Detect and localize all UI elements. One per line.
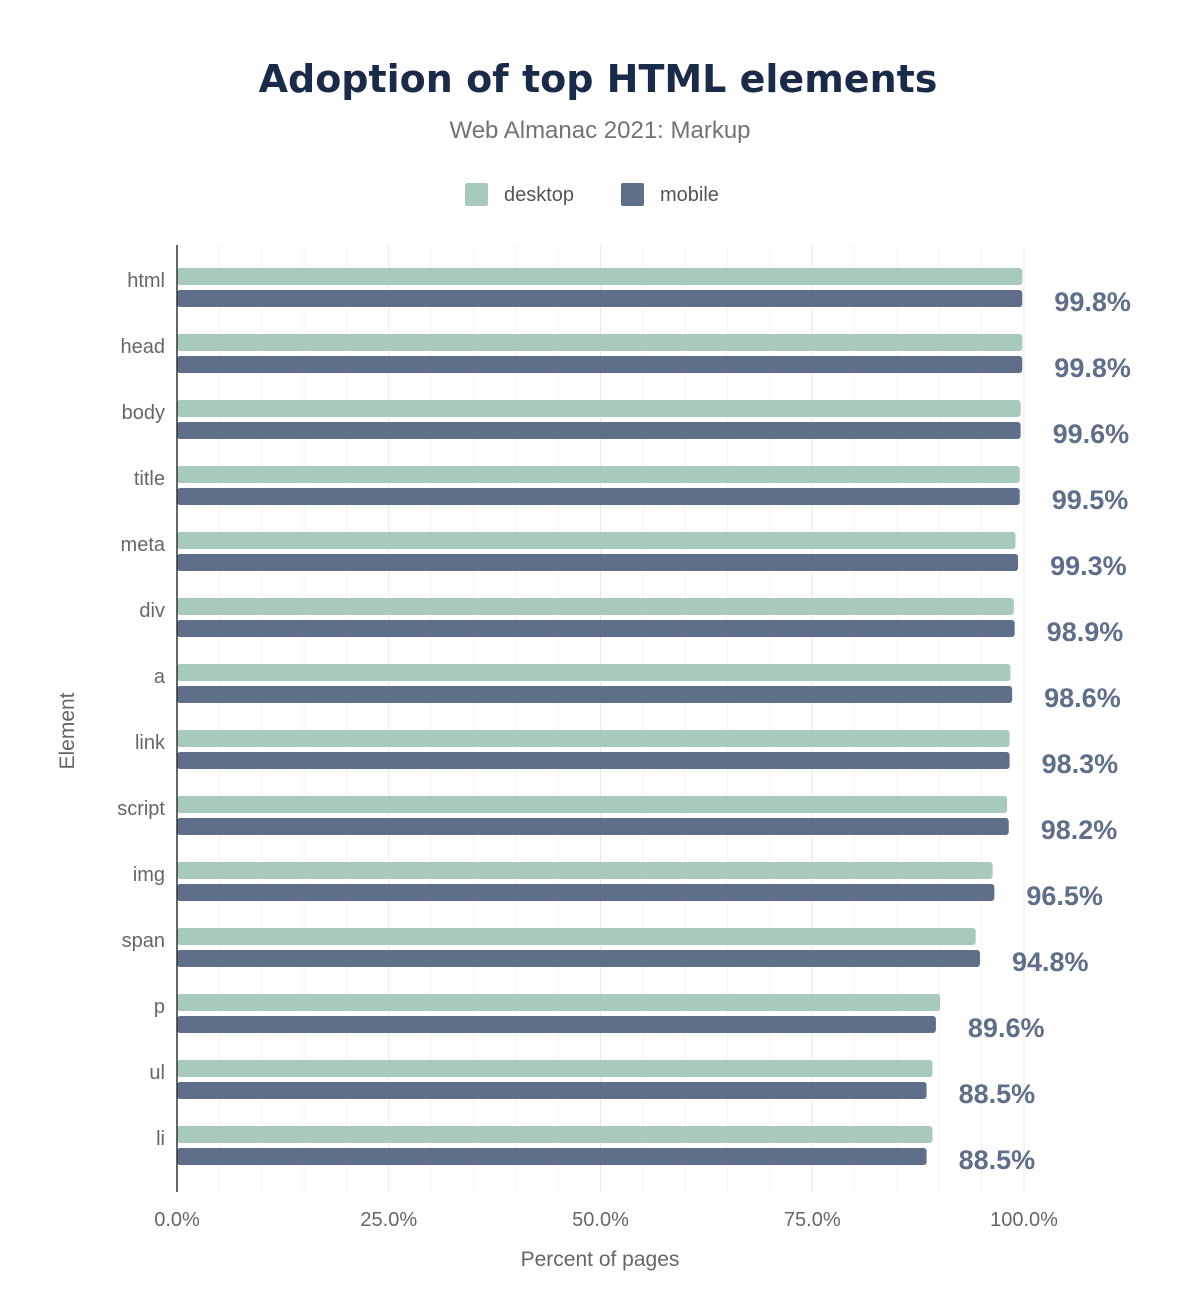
bar-mobile-link (177, 752, 1010, 769)
legend-swatch-mobile (621, 183, 644, 206)
y-tick-label: a (154, 666, 166, 688)
bar-desktop-a (177, 664, 1011, 681)
x-tick-label: 50.0% (572, 1209, 629, 1231)
bar-mobile-html (177, 290, 1023, 307)
data-label-div: 98.9% (1047, 617, 1124, 647)
bar-desktop-div (177, 598, 1014, 615)
x-axis-title: Percent of pages (521, 1248, 680, 1271)
bar-mobile-span (177, 950, 980, 967)
data-label-li: 88.5% (959, 1145, 1036, 1175)
y-tick-label: span (122, 930, 165, 952)
bar-mobile-img (177, 884, 995, 901)
y-tick-label: script (117, 798, 165, 820)
bar-desktop-html (177, 268, 1023, 285)
data-label-body: 99.6% (1053, 419, 1130, 449)
chart-title: Adoption of top HTML elements (259, 57, 938, 101)
bar-mobile-p (177, 1016, 936, 1033)
data-label-ul: 88.5% (959, 1079, 1036, 1109)
y-tick-label: title (134, 468, 165, 490)
y-tick-label: body (122, 402, 165, 424)
x-tick-label: 100.0% (990, 1209, 1058, 1231)
bar-desktop-link (177, 730, 1010, 747)
data-label-span: 94.8% (1012, 947, 1089, 977)
data-label-title: 99.5% (1052, 485, 1129, 515)
bar-desktop-p (177, 994, 941, 1011)
bar-mobile-title (177, 488, 1020, 505)
bar-mobile-body (177, 422, 1021, 439)
y-tick-label: div (139, 600, 165, 622)
legend-label-desktop[interactable]: desktop (504, 184, 574, 206)
bar-mobile-ul (177, 1082, 927, 1099)
data-label-head: 99.8% (1054, 353, 1131, 383)
legend-swatch-desktop (465, 183, 488, 206)
bar-desktop-head (177, 334, 1023, 351)
data-label-p: 89.6% (968, 1013, 1045, 1043)
bar-mobile-script (177, 818, 1009, 835)
chart-subtitle: Web Almanac 2021: Markup (449, 117, 750, 144)
bar-desktop-img (177, 862, 993, 879)
data-label-img: 96.5% (1026, 881, 1103, 911)
x-tick-label: 25.0% (360, 1209, 417, 1231)
legend[interactable]: desktop mobile (465, 183, 719, 206)
bar-desktop-body (177, 400, 1021, 417)
data-label-link: 98.3% (1042, 749, 1119, 779)
bar-mobile-div (177, 620, 1015, 637)
y-tick-label: html (127, 270, 165, 292)
data-label-script: 98.2% (1041, 815, 1118, 845)
bar-mobile-li (177, 1148, 927, 1165)
bar-desktop-meta (177, 532, 1016, 549)
y-tick-label: ul (149, 1062, 165, 1084)
bar-mobile-meta (177, 554, 1019, 571)
bar-desktop-span (177, 928, 976, 945)
y-tick-label: head (121, 336, 166, 358)
y-axis-title: Element (56, 692, 79, 769)
data-label-html: 99.8% (1054, 287, 1131, 317)
y-tick-label: link (135, 732, 166, 754)
y-tick-label: li (156, 1128, 165, 1150)
bar-desktop-ul (177, 1060, 933, 1077)
data-label-a: 98.6% (1044, 683, 1121, 713)
y-tick-label: img (133, 864, 165, 886)
y-tick-label: p (154, 996, 165, 1018)
y-tick-label: meta (121, 534, 166, 556)
bar-desktop-title (177, 466, 1020, 483)
data-label-meta: 99.3% (1050, 551, 1127, 581)
bar-desktop-li (177, 1126, 933, 1143)
x-tick-label: 75.0% (784, 1209, 841, 1231)
bar-mobile-head (177, 356, 1023, 373)
bar-desktop-script (177, 796, 1008, 813)
x-tick-label: 0.0% (154, 1209, 200, 1231)
legend-label-mobile[interactable]: mobile (660, 184, 719, 206)
bar-mobile-a (177, 686, 1013, 703)
